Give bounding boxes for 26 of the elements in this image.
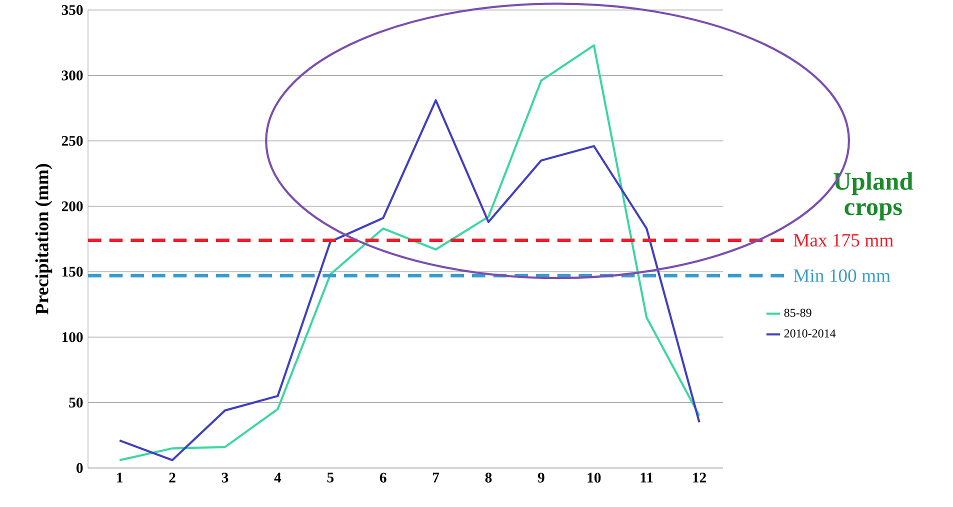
x-tick-label: 12 xyxy=(693,472,706,482)
y-tick-label: 0 xyxy=(76,463,83,473)
x-tick-label: 1 xyxy=(117,472,123,482)
legend-label: 2010-2014 xyxy=(784,329,836,338)
x-tick-label: 7 xyxy=(432,472,440,482)
y-tick-label: 100 xyxy=(62,332,83,342)
x-tick-label: 5 xyxy=(327,472,334,482)
y-tick-label: 350 xyxy=(62,5,83,15)
text: Upland crops xyxy=(834,172,914,220)
x-tick-label: 10 xyxy=(588,472,601,483)
y-axis-title: Precipitation (mm) xyxy=(35,164,52,314)
y-tick-label: 250 xyxy=(62,136,83,146)
x-tick-label: 4 xyxy=(274,472,282,482)
y-tick-label: 300 xyxy=(62,70,83,80)
x-tick-label: 8 xyxy=(485,472,492,483)
x-tick-label: 11 xyxy=(640,472,653,482)
y-tick-label: 200 xyxy=(62,201,83,212)
y-tick-label: 150 xyxy=(62,266,83,277)
y-tick-label: 50 xyxy=(69,398,83,408)
legend-label: 85-89 xyxy=(784,308,812,317)
ref-line-label: Max 175 mm xyxy=(794,234,894,247)
x-tick-label: 2 xyxy=(169,472,176,482)
x-tick-label: 9 xyxy=(538,472,544,483)
x-tick-label: 6 xyxy=(380,472,386,483)
x-tick-label: 3 xyxy=(222,472,228,483)
ref-line-label: Min 100 mm xyxy=(794,269,890,282)
